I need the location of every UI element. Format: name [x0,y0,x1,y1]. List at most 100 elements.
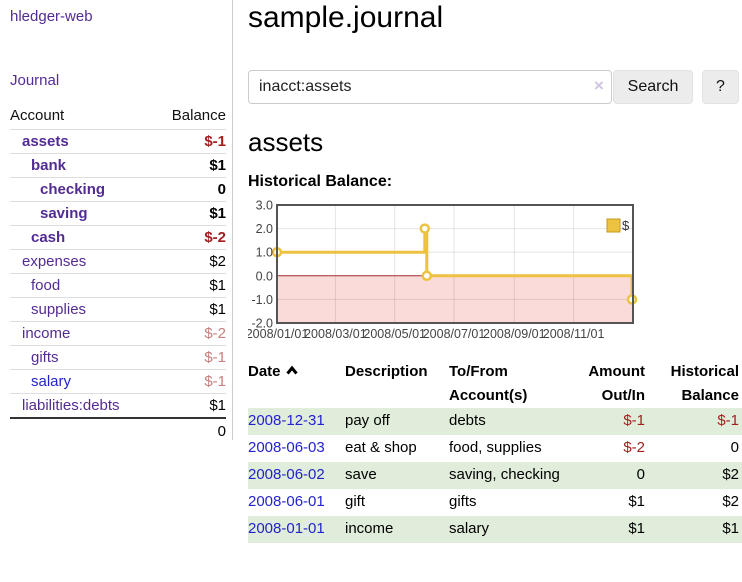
account-balance: $1 [154,297,226,322]
transaction-accounts: saving, checking [449,466,560,483]
account-link[interactable]: salary [31,373,72,390]
account-link[interactable]: checking [40,181,106,198]
brand-link[interactable]: hledger-web [10,8,93,25]
account-link[interactable]: gifts [31,349,59,366]
accounts-total-row: 0 [10,417,226,444]
plot-border [276,204,634,324]
account-row: supplies $1 [10,297,226,322]
account-balance: $-2 [154,321,226,346]
account-row: gifts $-1 [10,345,226,370]
transaction-date: 2008-06-03 [248,435,345,462]
account-link[interactable]: bank [31,157,67,174]
transaction-description: pay off [345,412,390,429]
register-header-row: Date Description To/From Account(s) Amou… [248,360,742,408]
account-balance: $1 [154,201,226,226]
account-link[interactable]: expenses [22,253,87,270]
transaction-amount: $-1 [623,412,645,429]
account-row: bank $1 [10,153,226,178]
account-balance: $-1 [154,345,226,370]
accounts-table: Account Balance assets $-1 bank $1 checking 0… [10,104,226,444]
help-button[interactable]: ? [702,70,739,104]
account-balance: $-2 [154,225,226,250]
transaction-amount: $1 [628,520,645,537]
transaction-balance: $1 [722,520,739,537]
account-row: income $-2 [10,321,226,346]
account-link[interactable]: food [31,277,61,294]
register-date-link[interactable]: 2008-01-01 [248,520,325,537]
account-link[interactable]: liabilities:debts [22,397,120,414]
register-date-link[interactable]: 2008-06-03 [248,439,325,456]
transaction-description: income [345,520,394,537]
transaction-accounts: debts [449,412,486,429]
y-axis-tick-label: 2.0 [256,222,273,236]
y-axis-tick-label: 1.0 [256,246,273,260]
accounts-total-value: 0 [154,417,226,444]
y-axis-tick-label: -2.0 [251,317,273,331]
search-form: × Search ? [248,70,742,104]
page-title: sample.journal [248,1,444,34]
sidebar-item-journal[interactable]: Journal [10,72,60,89]
account-row: saving $1 [10,201,226,226]
x-axis-tick-label: 2008/09/01 [483,327,546,341]
accounts-header-balance: Balance [171,107,226,124]
transaction-description: eat & shop [345,439,417,456]
register-row: 2008-06-01 gift gifts $1 $2 [248,489,742,516]
account-balance: $1 [154,153,226,178]
y-axis-tick-label: -1.0 [251,293,273,307]
legend-swatch [606,218,621,233]
transaction-balance: $2 [722,493,739,510]
register-header-description: Description [345,363,428,380]
account-balance: 0 [154,177,226,202]
register-date-link[interactable]: 2008-06-02 [248,466,325,483]
account-row: checking 0 [10,177,226,202]
clear-search-icon[interactable]: × [594,76,604,95]
main-content: sample.journal × Search ? assets Histori… [248,0,742,582]
register-row: 2008-06-03 eat & shop food, supplies $-2 0 [248,435,742,462]
transaction-amount: 0 [636,466,645,483]
account-link[interactable]: cash [31,229,66,246]
register-header-date[interactable]: Date [248,360,345,408]
account-balance: $1 [154,273,226,298]
transaction-balance: $-1 [717,412,739,429]
account-link[interactable]: supplies [31,301,87,318]
x-axis-tick-label: 2008/01/01 [248,327,308,341]
transaction-balance: 0 [730,439,739,456]
account-link[interactable]: assets [22,133,69,150]
legend-label: $ [622,218,630,233]
x-axis-tick-label: 2008/03/01 [304,327,367,341]
transaction-accounts: food, supplies [449,439,542,456]
search-input[interactable] [248,70,612,104]
accounts-header-account: Account [10,107,65,124]
register-row: 2008-06-02 save saving, checking 0 $2 [248,462,742,489]
transaction-amount: $-2 [623,439,645,456]
register-date-link[interactable]: 2008-06-01 [248,493,325,510]
account-row: assets $-1 [10,129,226,154]
account-balance: $-1 [154,129,226,154]
accounts-table-body: assets $-1 bank $1 checking 0 saving $1 cash $-2 e… [10,129,226,418]
transaction-date: 2008-12-31 [248,408,345,435]
transaction-date: 2008-06-01 [248,489,345,516]
search-button[interactable]: Search [613,70,693,104]
transaction-accounts: gifts [449,493,477,510]
transaction-amount: $1 [628,493,645,510]
register-row: 2008-01-01 income salary $1 $1 [248,516,742,543]
transaction-balance: $2 [722,466,739,483]
y-axis-tick-label: 3.0 [256,200,273,213]
x-axis-tick-label: 2008/11/01 [543,327,605,341]
register-header-balance: Historical Balance [670,363,739,404]
account-link[interactable]: income [22,325,71,342]
negative-region [277,275,633,323]
sidebar: hledger-web Journal Account Balance asse… [0,0,233,444]
account-row: liabilities:debts $1 [10,393,226,418]
x-axis-tick-label: 2008/05/01 [363,327,426,341]
register-row: 2008-12-31 pay off debts $-1 $-1 [248,408,742,435]
register-header-accounts: To/From Account(s) [449,363,528,404]
data-point-marker [419,223,431,234]
register-date-link[interactable]: 2008-12-31 [248,412,325,429]
transaction-date: 2008-06-02 [248,462,345,489]
transaction-accounts: salary [449,520,490,537]
x-axis-tick-label: 2008/07/01 [423,327,486,341]
account-link[interactable]: saving [40,205,88,222]
account-heading: assets [248,127,324,157]
transaction-description: save [345,466,377,483]
